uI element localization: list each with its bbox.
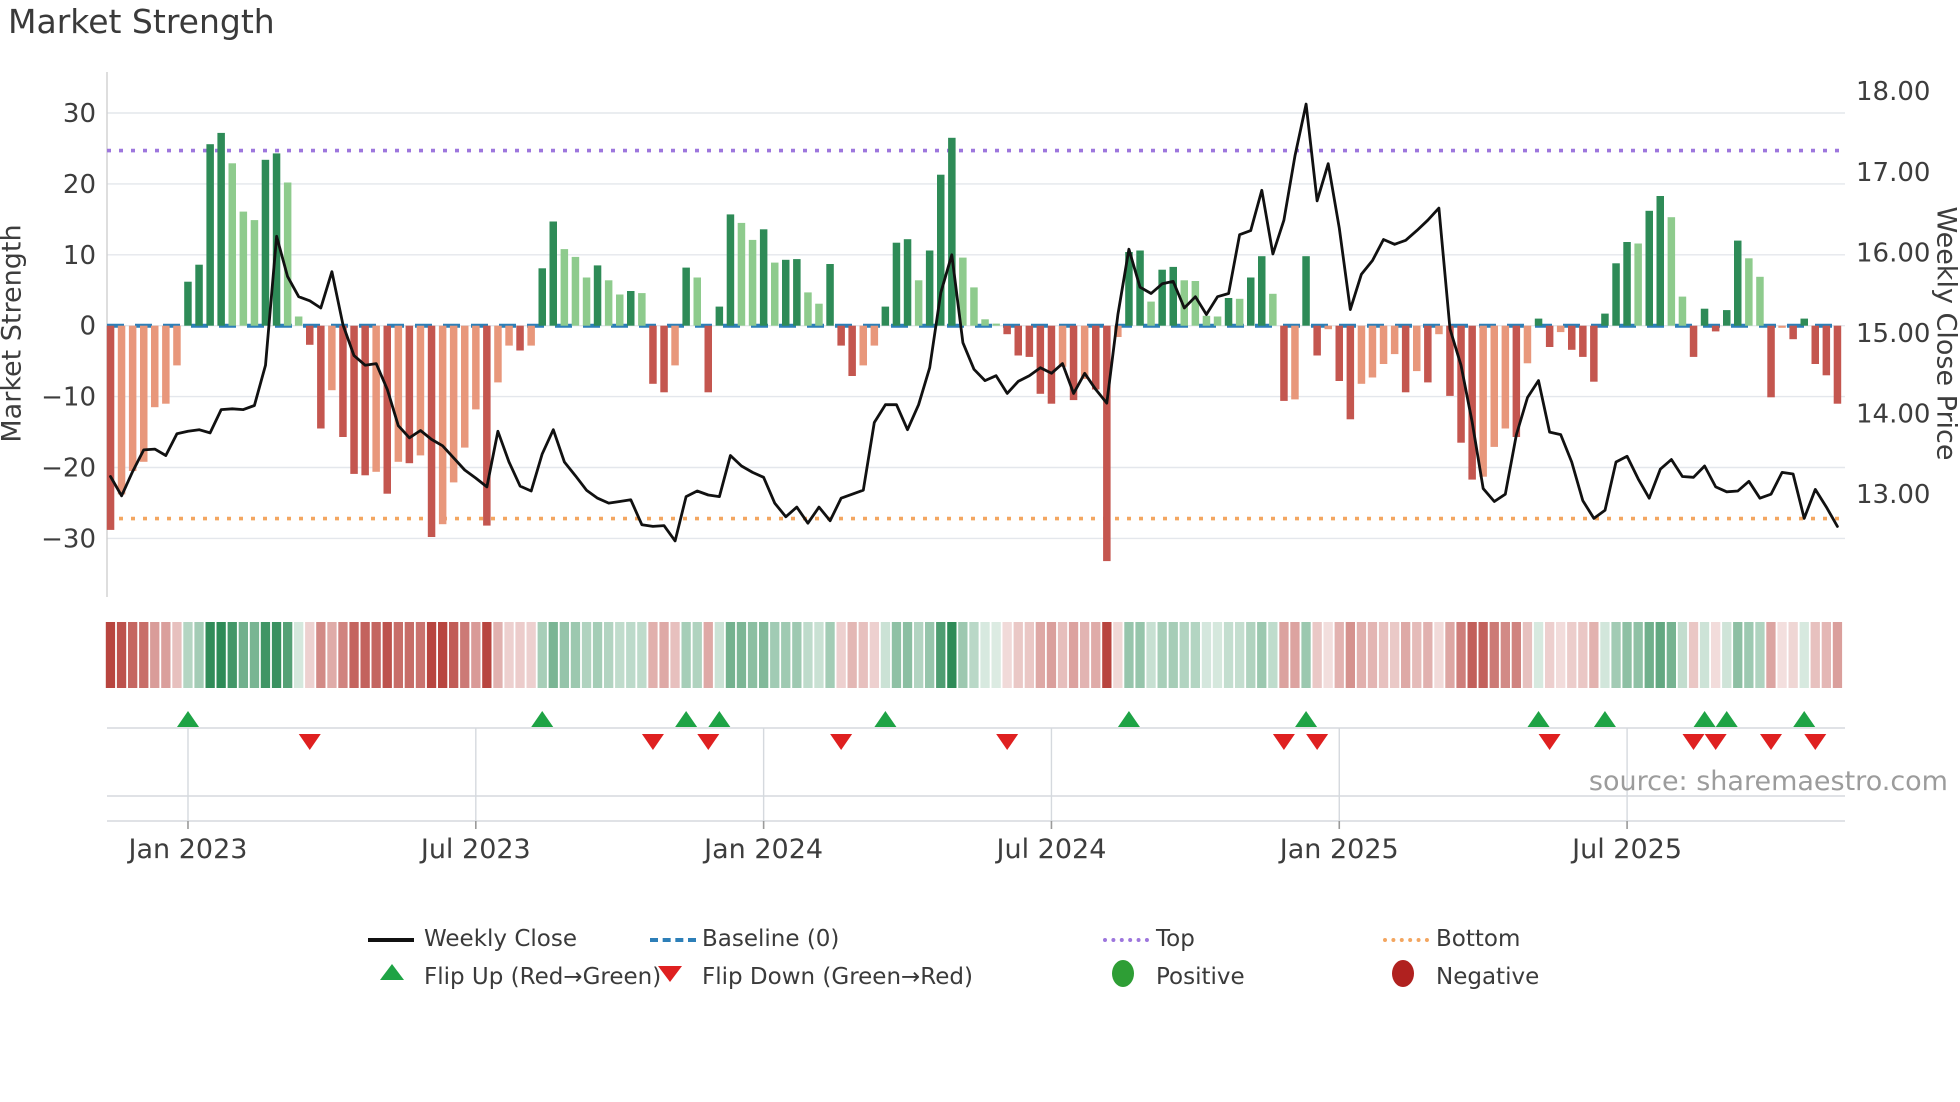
x-tick-labels: Jan 2023 Jul 2023 Jan 2024 Jul 2024 Jan 2025…: [127, 834, 1682, 865]
right-tick-0: 18.00: [1856, 77, 1930, 107]
left-tick-5: −20: [41, 454, 96, 484]
flip-down-icon: [658, 966, 682, 982]
negative-dot-icon: [1392, 960, 1414, 987]
left-tick-3: 0: [79, 312, 96, 342]
baseline-swatch: [650, 938, 696, 942]
left-tick-labels: 30 20 10 0 −10 −20 −30: [41, 99, 96, 554]
positive-dot-icon: [1112, 960, 1134, 987]
right-axis-title: Weekly Close Price: [1930, 206, 1960, 461]
x-tick-5: Jul 2025: [1570, 834, 1682, 865]
flip-down-markers: [298, 734, 1827, 750]
strength-bars: [106, 132, 1842, 562]
heatmap-strip: [105, 622, 1843, 688]
legend-weekly-close: Weekly Close: [424, 926, 577, 952]
legend-flip-down: Flip Down (Green→Red): [702, 964, 973, 990]
legend-baseline: Baseline (0): [702, 926, 840, 952]
left-tick-6: −30: [41, 524, 96, 554]
left-tick-2: 10: [63, 241, 96, 271]
source-credit: source: sharemaestro.com: [1588, 766, 1948, 797]
legend-positive: Positive: [1156, 964, 1245, 990]
x-tick-4: Jan 2025: [1278, 834, 1399, 865]
lower-band: [107, 727, 1845, 829]
flip-up-icon: [380, 964, 404, 980]
legend-negative: Negative: [1436, 964, 1540, 990]
right-tick-labels: 18.00 17.00 16.00 15.00 14.00 13.00: [1856, 77, 1930, 510]
left-tick-1: 20: [63, 170, 96, 200]
legend-flip-up: Flip Up (Red→Green): [424, 964, 662, 990]
left-tick-0: 30: [63, 99, 96, 129]
left-tick-4: −10: [41, 383, 96, 413]
right-tick-4: 14.00: [1856, 400, 1930, 430]
top-swatch: [1103, 938, 1149, 942]
x-tick-1: Jul 2023: [419, 834, 531, 865]
weekly-close-line: [109, 102, 1839, 543]
left-axis-title: Market Strength: [0, 224, 28, 443]
x-tick-0: Jan 2023: [127, 834, 248, 865]
x-tick-3: Jul 2024: [995, 834, 1107, 865]
bottom-swatch: [1383, 938, 1429, 942]
page-title: Market Strength: [8, 2, 275, 41]
right-tick-1: 17.00: [1856, 158, 1930, 188]
right-tick-3: 15.00: [1856, 319, 1930, 349]
right-tick-5: 13.00: [1856, 480, 1930, 510]
right-tick-2: 16.00: [1856, 238, 1930, 268]
legend-bottom: Bottom: [1436, 926, 1521, 952]
flip-up-markers: [176, 711, 1816, 727]
legend-top: Top: [1156, 926, 1195, 952]
weekly-close-swatch: [368, 938, 414, 942]
x-tick-2: Jan 2024: [702, 834, 823, 865]
